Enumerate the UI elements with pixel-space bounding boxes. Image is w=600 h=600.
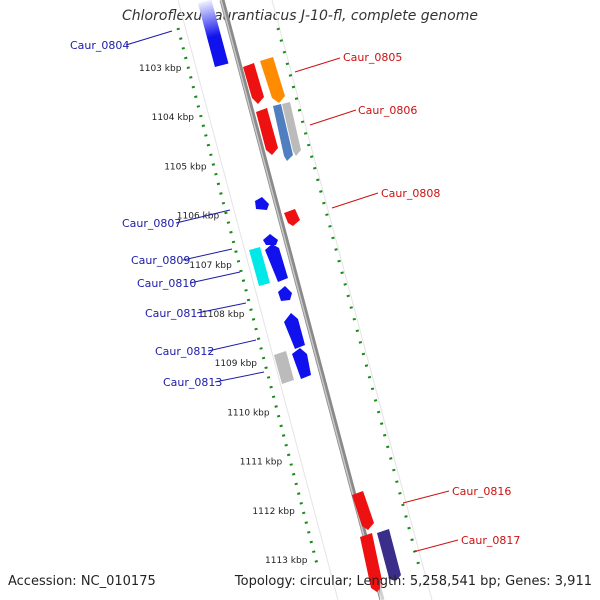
kbp-tick-label: 1104 kbp bbox=[152, 113, 195, 123]
gene-caur-0805[interactable] bbox=[260, 57, 285, 103]
kbp-tick-label: 1112 kbp bbox=[252, 507, 295, 517]
label-caur-0811: Caur_0811 bbox=[145, 307, 204, 320]
label-caur-0809: Caur_0809 bbox=[131, 254, 190, 267]
gene-caur-0805-a[interactable] bbox=[243, 63, 264, 104]
label-caur-0812: Caur_0812 bbox=[155, 345, 214, 358]
gene-caur-0806[interactable] bbox=[273, 104, 293, 161]
label-caur-0816: Caur_0816 bbox=[452, 485, 511, 498]
gene-caur-0812-b[interactable] bbox=[292, 348, 311, 379]
gene-caur-0816[interactable] bbox=[352, 491, 374, 530]
kbp-tick-label: 1106 kbp bbox=[177, 212, 220, 222]
kbp-tick-label: 1107 kbp bbox=[189, 261, 232, 271]
kbp-tick-label: 1108 kbp bbox=[202, 310, 245, 320]
gene-caur-0810[interactable] bbox=[265, 244, 288, 282]
label-caur-0813: Caur_0813 bbox=[163, 376, 222, 389]
gene-caur-0804[interactable] bbox=[197, 0, 229, 68]
kbp-tick-label: 1111 kbp bbox=[240, 458, 283, 468]
ruler-left bbox=[176, 27, 320, 569]
kbp-tick-label: 1113 kbp bbox=[265, 556, 308, 566]
gene-caur-0807[interactable] bbox=[255, 197, 269, 210]
kbp-tick-label: 1105 kbp bbox=[164, 162, 207, 172]
gene-caur-0808[interactable] bbox=[284, 209, 300, 226]
label-caur-0807: Caur_0807 bbox=[122, 217, 181, 230]
kbp-tick-label: 1103 kbp bbox=[139, 64, 182, 74]
kbp-tick-label: 1110 kbp bbox=[227, 408, 270, 418]
gene-caur-0817[interactable] bbox=[377, 529, 401, 582]
gene-caur-0811[interactable] bbox=[278, 286, 292, 301]
gene-caur-0806-b[interactable] bbox=[282, 102, 301, 156]
gene-caur-0812[interactable] bbox=[284, 313, 305, 349]
gene-caur-0809-1[interactable] bbox=[263, 234, 278, 245]
label-caur-0806: Caur_0806 bbox=[358, 104, 417, 117]
label-caur-0808: Caur_0808 bbox=[381, 187, 440, 200]
accession-text: Accession: NC_010175 bbox=[8, 574, 156, 589]
label-caur-0810: Caur_0810 bbox=[137, 277, 196, 290]
gene-caur-0817-a[interactable] bbox=[360, 533, 383, 592]
kbp-tick-label: 1109 kbp bbox=[215, 359, 258, 369]
label-caur-0805: Caur_0805 bbox=[343, 51, 402, 64]
label-caur-0804: Caur_0804 bbox=[70, 39, 129, 52]
label-caur-0817: Caur_0817 bbox=[461, 534, 520, 547]
topology-summary: Topology: circular; Length: 5,258,541 bp… bbox=[234, 574, 592, 589]
gene-caur-0813[interactable] bbox=[274, 351, 294, 384]
gene-caur-0809[interactable] bbox=[249, 247, 270, 286]
gene-caur-0806-a[interactable] bbox=[256, 108, 278, 155]
